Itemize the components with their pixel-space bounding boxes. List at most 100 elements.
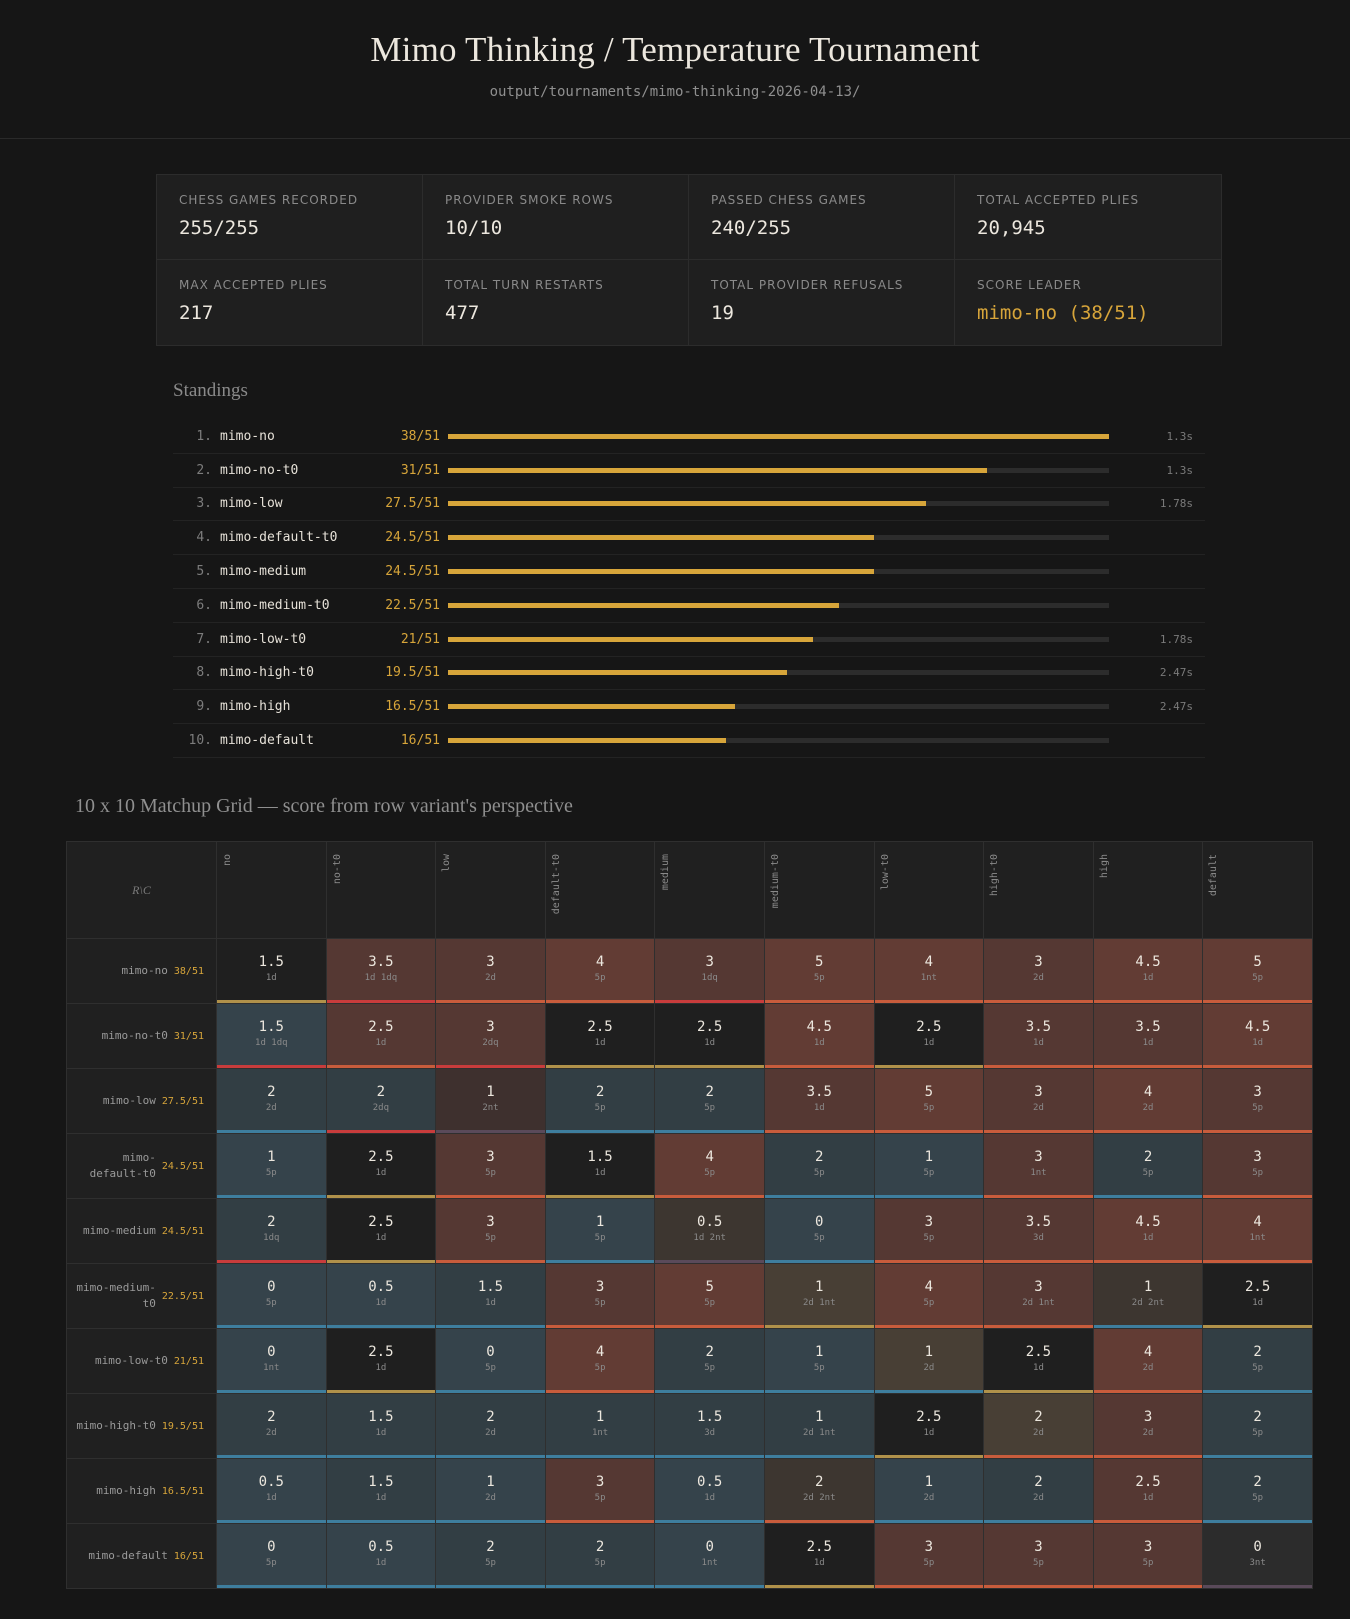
matchup-cell[interactable]: 3.5 1d <box>763 1068 875 1134</box>
matchup-cell[interactable]: 5 5p <box>654 1263 765 1329</box>
matchup-cell[interactable]: 3 2d 1nt <box>983 1263 1094 1329</box>
matchup-cell[interactable]: 1 5p <box>873 1133 985 1199</box>
matchup-cell[interactable]: 1 2d <box>873 1328 985 1394</box>
matchup-cell[interactable]: 2.5 1d <box>873 1003 985 1069</box>
matchup-cell[interactable]: 3 2d <box>983 938 1094 1004</box>
matchup-cell[interactable]: 0 1nt <box>654 1523 765 1589</box>
matchup-cell[interactable]: 0 5p <box>216 1523 327 1589</box>
matchup-cell[interactable]: 3.5 3d <box>983 1198 1094 1264</box>
matchup-cell[interactable]: 4 1nt <box>1202 1198 1313 1264</box>
matchup-cell[interactable]: 2 2d <box>216 1393 327 1459</box>
matchup-cell[interactable]: 2.5 1d <box>325 1328 437 1394</box>
matchup-cell[interactable]: 0.5 1d <box>325 1523 437 1589</box>
matchup-cell[interactable]: 2.5 1d <box>654 1003 765 1069</box>
matchup-cell[interactable]: 2 2dq <box>325 1068 437 1134</box>
matchup-cell[interactable]: 3 5p <box>1202 1133 1313 1199</box>
matchup-cell[interactable]: 2 5p <box>1202 1328 1313 1394</box>
matchup-cell[interactable]: 4 2d <box>1092 1328 1204 1394</box>
matchup-cell[interactable]: 2 2d 2nt <box>763 1458 875 1524</box>
matchup-cell[interactable]: 2.5 1d <box>544 1003 656 1069</box>
matchup-cell[interactable]: 3 5p <box>435 1133 546 1199</box>
matchup-cell[interactable]: 2 5p <box>544 1068 656 1134</box>
matchup-cell[interactable]: 1 5p <box>216 1133 327 1199</box>
matchup-cell[interactable]: 4 1nt <box>873 938 985 1004</box>
matchup-cell[interactable]: 2 5p <box>654 1328 765 1394</box>
matchup-cell[interactable]: 4.5 1d <box>1202 1003 1313 1069</box>
matchup-cell[interactable]: 2 5p <box>654 1068 765 1134</box>
matchup-cell[interactable]: 5 5p <box>873 1068 985 1134</box>
matchup-cell[interactable]: 5 5p <box>1202 938 1313 1004</box>
matchup-cell[interactable]: 3 5p <box>873 1198 985 1264</box>
matchup-cell[interactable]: 1.5 1d 1dq <box>216 1003 327 1069</box>
matchup-cell[interactable]: 2 5p <box>763 1133 875 1199</box>
matchup-cell[interactable]: 1 2d 2nt <box>1092 1263 1204 1329</box>
matchup-cell[interactable]: 1.5 3d <box>654 1393 765 1459</box>
matchup-cell[interactable]: 3.5 1d <box>983 1003 1094 1069</box>
matchup-cell[interactable]: 2 2d <box>216 1068 327 1134</box>
matchup-cell[interactable]: 0 5p <box>216 1263 327 1329</box>
matchup-cell[interactable]: 2 2d <box>983 1458 1094 1524</box>
matchup-cell[interactable]: 2.5 1d <box>763 1523 875 1589</box>
matchup-cell[interactable]: 3.5 1d 1dq <box>325 938 437 1004</box>
matchup-cell[interactable]: 0.5 1d <box>216 1458 327 1524</box>
matchup-cell[interactable]: 3 1dq <box>654 938 765 1004</box>
matchup-cell[interactable]: 2.5 1d <box>873 1393 985 1459</box>
matchup-cell[interactable]: 2.5 1d <box>325 1003 437 1069</box>
matchup-cell[interactable]: 2 5p <box>435 1523 546 1589</box>
matchup-cell[interactable]: 2 1dq <box>216 1198 327 1264</box>
matchup-cell[interactable]: 5 5p <box>763 938 875 1004</box>
matchup-cell[interactable]: 3 2d <box>1092 1393 1204 1459</box>
matchup-cell[interactable]: 2 2d <box>435 1393 546 1459</box>
matchup-cell[interactable]: 1 2d <box>435 1458 546 1524</box>
matchup-cell[interactable]: 0 3nt <box>1202 1523 1313 1589</box>
matchup-cell[interactable]: 1 2nt <box>435 1068 546 1134</box>
matchup-cell[interactable]: 2 5p <box>1202 1393 1313 1459</box>
matchup-cell[interactable]: 1 2d 1nt <box>763 1393 875 1459</box>
matchup-cell[interactable]: 0 1nt <box>216 1328 327 1394</box>
matchup-cell[interactable]: 4.5 1d <box>1092 1198 1204 1264</box>
matchup-cell[interactable]: 3 5p <box>544 1263 656 1329</box>
matchup-cell[interactable]: 3 2dq <box>435 1003 546 1069</box>
matchup-cell[interactable]: 4 5p <box>873 1263 985 1329</box>
matchup-cell[interactable]: 1.5 1d <box>544 1133 656 1199</box>
matchup-cell[interactable]: 0 5p <box>435 1328 546 1394</box>
matchup-cell[interactable]: 0.5 1d 2nt <box>654 1198 765 1264</box>
matchup-cell[interactable]: 3 5p <box>435 1198 546 1264</box>
matchup-cell[interactable]: 4 5p <box>544 938 656 1004</box>
matchup-cell[interactable]: 1 2d <box>873 1458 985 1524</box>
matchup-cell[interactable]: 3 5p <box>873 1523 985 1589</box>
matchup-cell[interactable]: 1 5p <box>544 1198 656 1264</box>
matchup-cell[interactable]: 3 2d <box>983 1068 1094 1134</box>
matchup-cell[interactable]: 1.5 1d <box>435 1263 546 1329</box>
matchup-cell[interactable]: 4 2d <box>1092 1068 1204 1134</box>
matchup-cell[interactable]: 3 5p <box>983 1523 1094 1589</box>
matchup-cell[interactable]: 2 5p <box>1092 1133 1204 1199</box>
matchup-cell[interactable]: 3 2d <box>435 938 546 1004</box>
matchup-cell[interactable]: 0.5 1d <box>654 1458 765 1524</box>
matchup-cell[interactable]: 3 5p <box>1202 1068 1313 1134</box>
matchup-cell[interactable]: 2.5 1d <box>1092 1458 1204 1524</box>
matchup-cell[interactable]: 2.5 1d <box>325 1133 437 1199</box>
matchup-cell[interactable]: 3 5p <box>1092 1523 1204 1589</box>
matchup-cell[interactable]: 4 5p <box>544 1328 656 1394</box>
matchup-cell[interactable]: 2.5 1d <box>983 1328 1094 1394</box>
matchup-cell[interactable]: 1.5 1d <box>325 1458 437 1524</box>
matchup-cell[interactable]: 0.5 1d <box>325 1263 437 1329</box>
matchup-cell[interactable]: 1 2d 1nt <box>763 1263 875 1329</box>
matchup-cell[interactable]: 1 5p <box>763 1328 875 1394</box>
matchup-cell[interactable]: 2 5p <box>544 1523 656 1589</box>
matchup-cell[interactable]: 2 2d <box>983 1393 1094 1459</box>
matchup-cell[interactable]: 2.5 1d <box>1202 1263 1313 1329</box>
matchup-cell[interactable]: 3 5p <box>544 1458 656 1524</box>
matchup-cell[interactable]: 2.5 1d <box>325 1198 437 1264</box>
matchup-cell[interactable]: 0 5p <box>763 1198 875 1264</box>
matchup-cell[interactable]: 2 5p <box>1202 1458 1313 1524</box>
matchup-cell[interactable]: 3 1nt <box>983 1133 1094 1199</box>
matchup-cell[interactable]: 1 1nt <box>544 1393 656 1459</box>
matchup-cell[interactable]: 4.5 1d <box>1092 938 1204 1004</box>
matchup-cell[interactable]: 1.5 1d <box>325 1393 437 1459</box>
matchup-cell[interactable]: 4 5p <box>654 1133 765 1199</box>
matchup-cell[interactable]: 4.5 1d <box>763 1003 875 1069</box>
matchup-cell[interactable]: 3.5 1d <box>1092 1003 1204 1069</box>
matchup-cell[interactable]: 1.5 1d <box>216 938 327 1004</box>
